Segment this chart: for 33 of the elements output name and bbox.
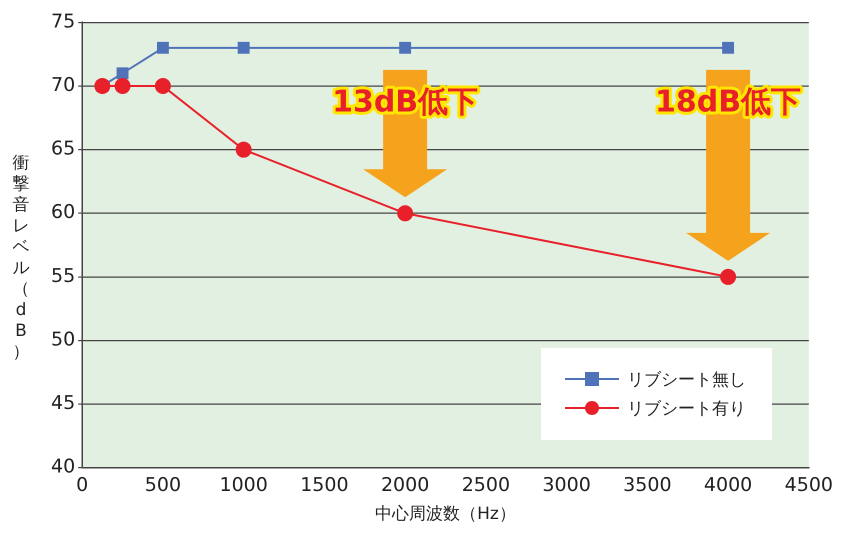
legend-label: リブシート有り (626, 398, 746, 420)
point (238, 42, 250, 54)
point (399, 42, 412, 54)
text: 衝撃音レベル（dB） (12, 153, 30, 362)
y-tick-label: 75 (50, 10, 76, 32)
x-tick-label: 3500 (623, 474, 672, 496)
y-tick-label: 55 (50, 264, 76, 287)
x-tick-label: 500 (144, 474, 182, 496)
y-tick-label: 45 (50, 392, 76, 414)
point (114, 78, 131, 94)
point (722, 42, 734, 54)
point (116, 67, 128, 80)
point (156, 42, 169, 54)
y-tick-label: 70 (50, 74, 76, 96)
x-tick-label: 1500 (300, 474, 349, 496)
y-tick-label: 60 (50, 201, 76, 224)
y-tick-label: 65 (50, 138, 76, 160)
point (720, 268, 736, 285)
x-tick-label: 2000 (380, 474, 430, 496)
point (94, 78, 110, 94)
y-tick-label: 50 (50, 328, 76, 350)
point (154, 78, 171, 94)
y-tick-label: 40 (50, 456, 76, 478)
legend-label: リブシート無し (626, 368, 746, 391)
point (236, 142, 252, 158)
x-axis-title: 中心周波数（Hz） (375, 504, 516, 524)
point (397, 205, 414, 222)
x-tick-label: 0 (76, 474, 88, 496)
x-tick-label: 2500 (462, 474, 510, 496)
x-tick-label: 4500 (784, 474, 834, 496)
x-tick-label: 1000 (219, 474, 268, 496)
x-tick-label: 3000 (542, 474, 591, 496)
x-tick-label: 4000 (704, 474, 752, 496)
